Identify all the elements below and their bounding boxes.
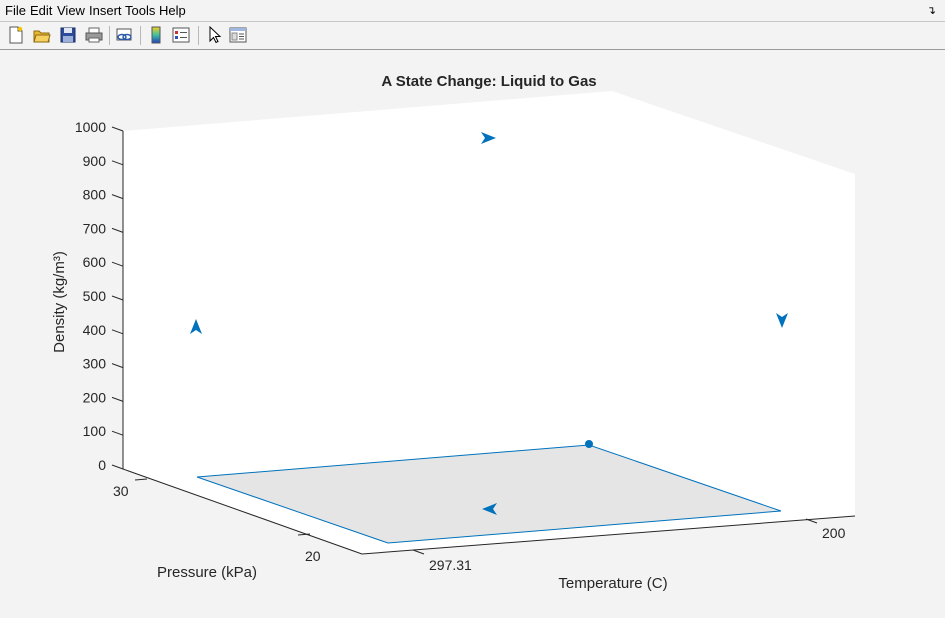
arrow-marker-up	[190, 319, 202, 334]
menu-bar: File Edit View Insert Tools Help ↴	[0, 0, 945, 21]
z-tick-mark	[111, 160, 124, 166]
z-tick-label: 600	[83, 254, 107, 270]
y-tick-label: 30	[113, 483, 129, 499]
axes-box	[123, 91, 855, 554]
z-tick-label: 100	[83, 423, 107, 439]
dot-marker	[585, 440, 593, 448]
z-tick-label: 500	[83, 288, 107, 304]
z-tick-mark	[111, 126, 124, 132]
arrow-marker-right	[481, 132, 496, 144]
z-tick-label: 300	[83, 356, 107, 372]
menu-tools[interactable]: Tools	[125, 3, 156, 18]
z-tick-label: 400	[83, 322, 107, 338]
z-axis-label: Density (kg/m³)	[51, 251, 68, 353]
legend-icon[interactable]	[172, 26, 190, 44]
z-tick-label: 800	[83, 187, 107, 203]
new-figure-icon[interactable]	[7, 26, 25, 44]
z-tick-label: 0	[98, 457, 106, 473]
x-axis-line	[361, 515, 856, 555]
z-tick-mark	[111, 396, 124, 402]
z-axis-ticks: 0 100 200 300 400 500 600 700 800 900 1000	[75, 119, 124, 473]
z-tick-mark	[111, 464, 124, 470]
z-tick-label: 200	[83, 389, 107, 405]
z-tick-mark	[111, 363, 124, 369]
z-tick-mark	[111, 261, 124, 267]
link-plot-icon[interactable]	[115, 26, 133, 44]
state-surface	[196, 444, 782, 544]
menu-view[interactable]: View	[57, 3, 85, 18]
arrow-marker-down	[776, 313, 788, 328]
toolbar-separator	[140, 26, 141, 45]
x-tick-mark	[412, 549, 425, 555]
chart-title: A State Change: Liquid to Gas	[381, 73, 596, 90]
menu-help[interactable]: Help	[159, 3, 186, 18]
menu-file[interactable]: File	[5, 3, 26, 18]
property-editor-icon[interactable]	[229, 26, 247, 44]
z-tick-mark	[111, 430, 124, 436]
z-tick-label: 1000	[75, 119, 106, 135]
y-tick-mark	[134, 478, 148, 481]
z-tick-mark	[111, 194, 124, 200]
arrow-marker-left	[482, 503, 497, 515]
toolbar-separator	[198, 26, 199, 45]
z-tick-mark	[111, 227, 124, 233]
open-file-icon[interactable]	[33, 26, 51, 44]
toolbar-separator	[109, 26, 110, 45]
y-axis-line	[122, 468, 363, 555]
x-axis-label: Temperature (C)	[558, 575, 667, 592]
y-axis-label: Pressure (kPa)	[157, 564, 257, 581]
x-tick-mark	[805, 518, 818, 524]
z-tick-mark	[111, 329, 124, 335]
dock-arrow-icon[interactable]: ↴	[926, 5, 936, 17]
x-tick-label: 200	[822, 525, 846, 541]
z-tick-label: 700	[83, 220, 107, 236]
pointer-icon[interactable]	[205, 26, 223, 44]
menu-insert[interactable]: Insert	[89, 3, 122, 18]
print-icon[interactable]	[85, 26, 103, 44]
z-tick-mark	[111, 295, 124, 301]
z-tick-label: 900	[83, 153, 107, 169]
figure-toolbar	[0, 21, 945, 50]
menu-edit[interactable]: Edit	[30, 3, 53, 18]
colorbar-icon[interactable]	[147, 26, 165, 44]
save-icon[interactable]	[59, 26, 77, 44]
x-tick-label: 297.31	[429, 557, 472, 573]
y-tick-mark	[297, 533, 311, 536]
y-tick-label: 20	[305, 548, 321, 564]
